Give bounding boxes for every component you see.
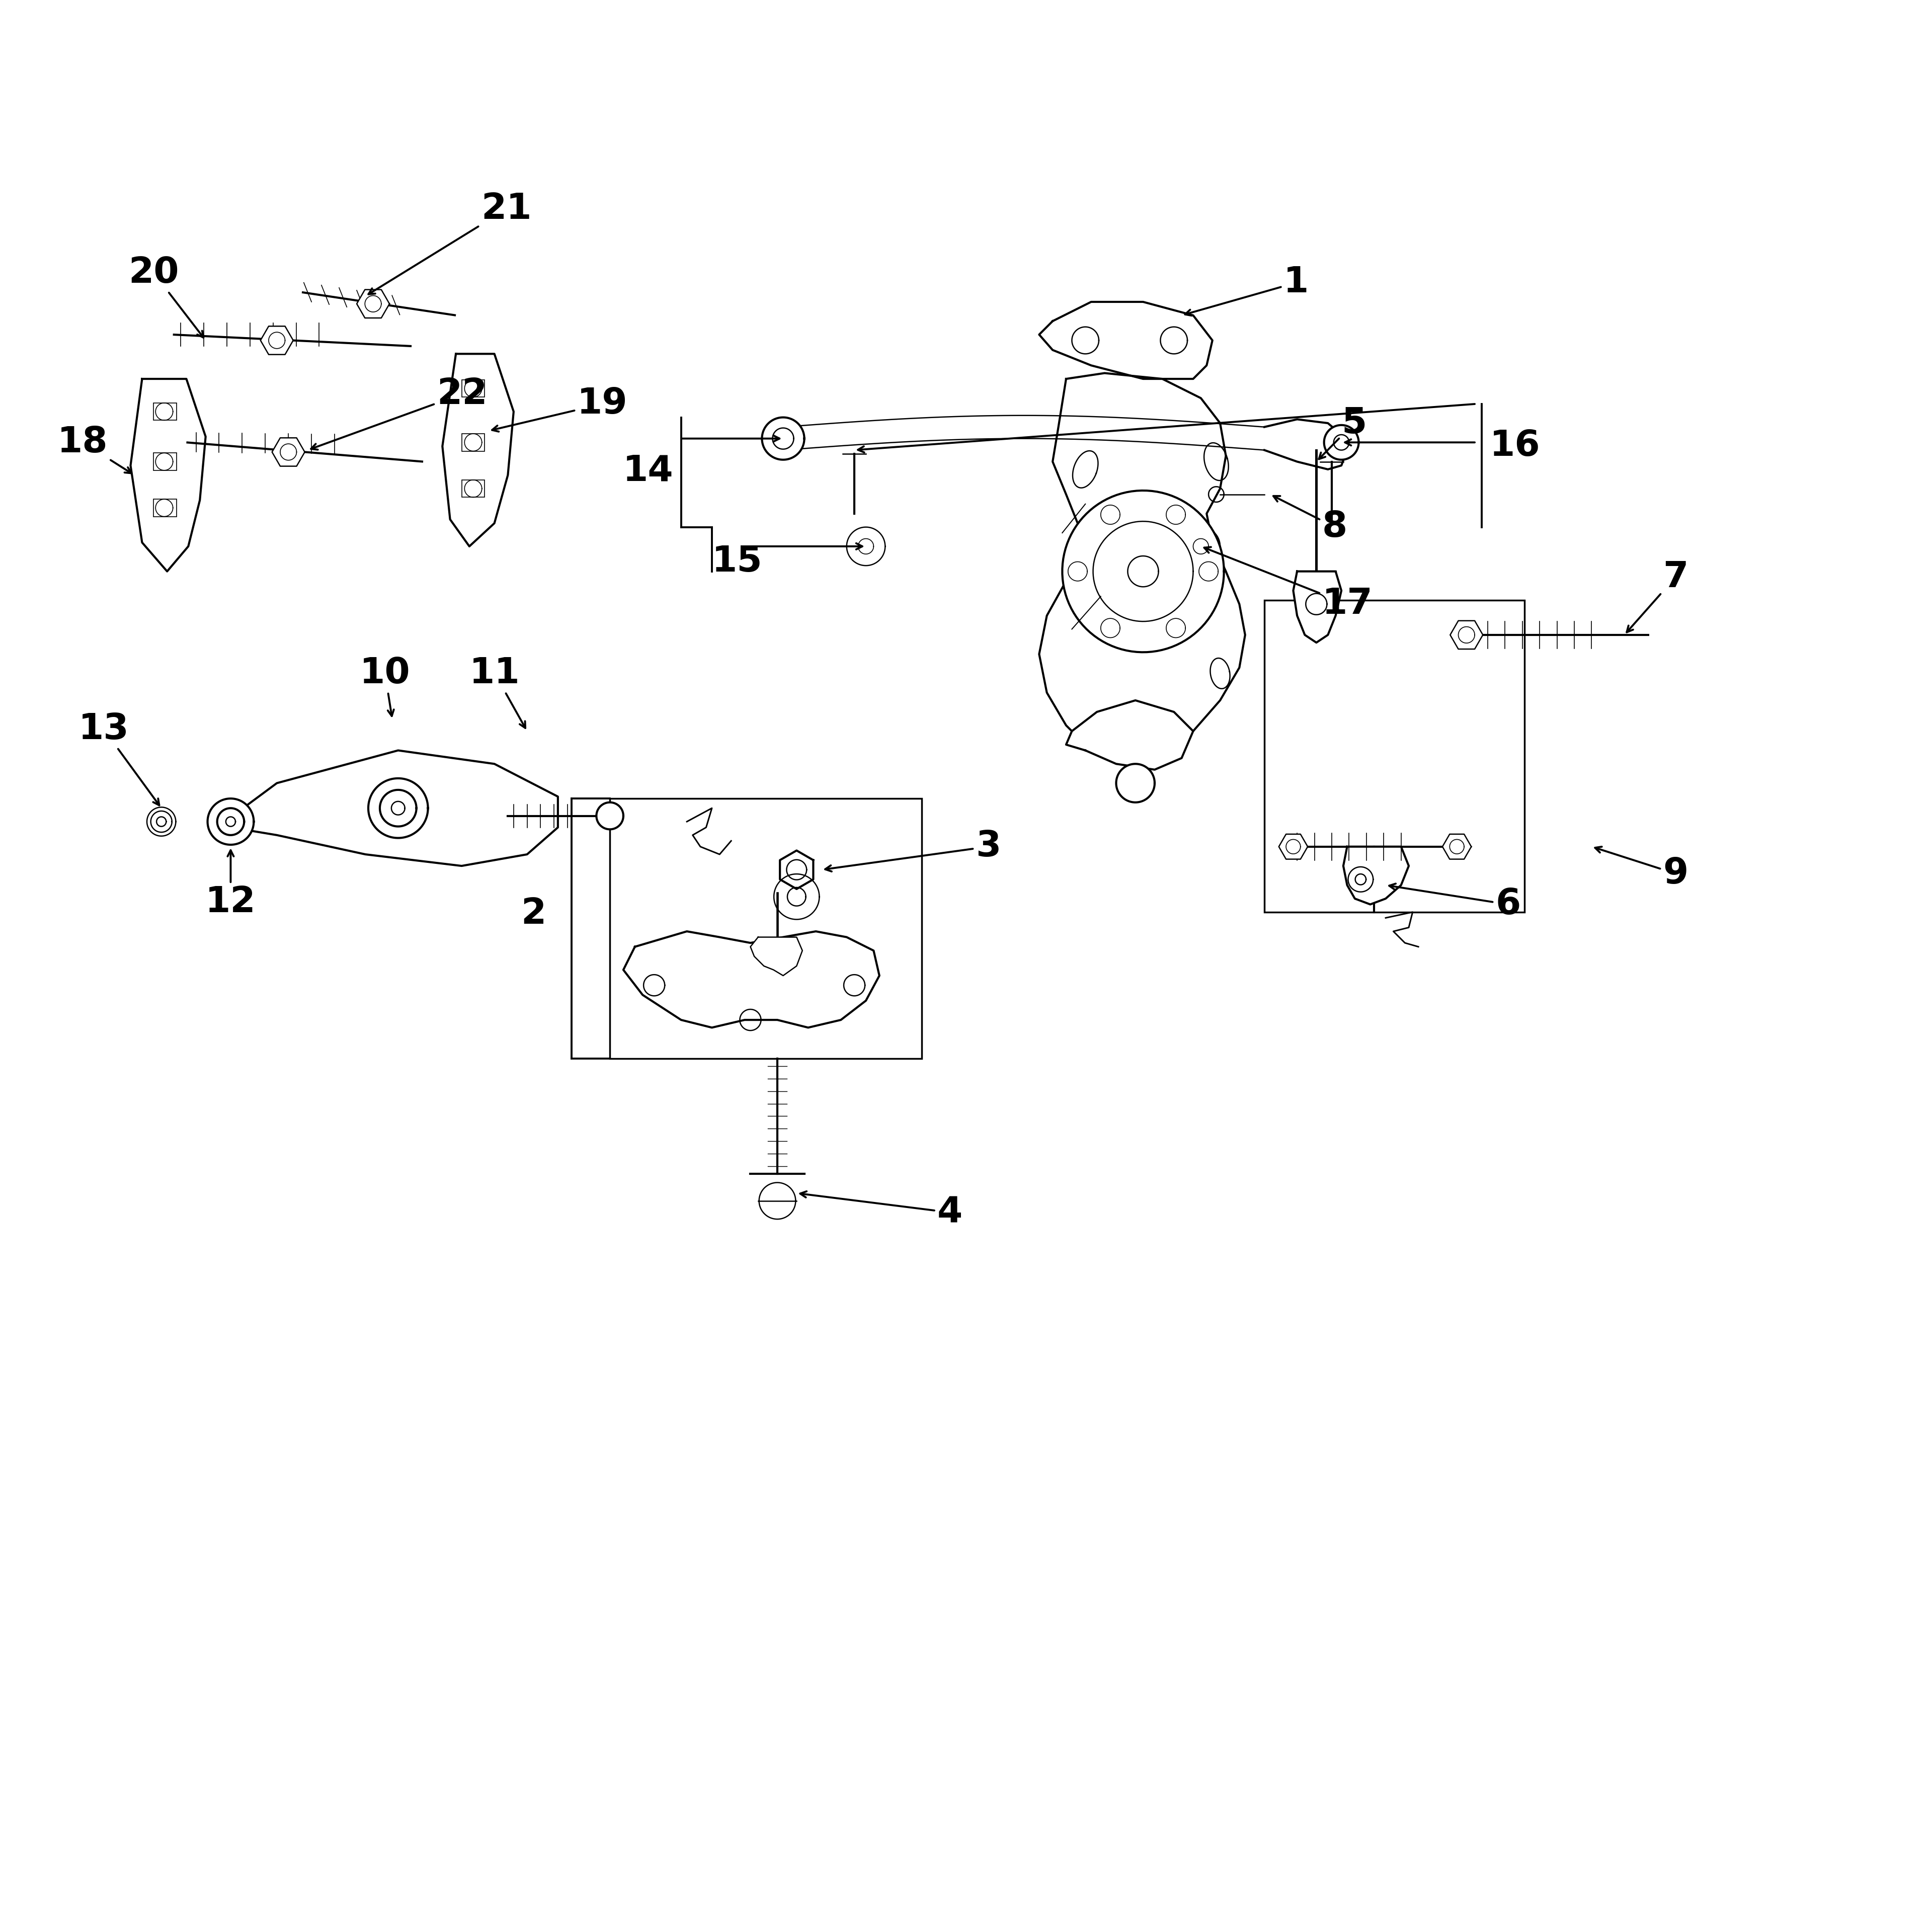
Text: 20: 20 bbox=[128, 255, 203, 338]
Text: 21: 21 bbox=[369, 191, 531, 294]
Bar bbox=[462, 435, 485, 450]
Polygon shape bbox=[1039, 301, 1213, 379]
Polygon shape bbox=[1182, 527, 1221, 566]
Polygon shape bbox=[1039, 373, 1244, 757]
Text: 8: 8 bbox=[1273, 497, 1347, 545]
Polygon shape bbox=[272, 439, 305, 466]
Polygon shape bbox=[846, 527, 885, 566]
Text: 13: 13 bbox=[79, 711, 158, 806]
Polygon shape bbox=[1066, 699, 1194, 769]
Polygon shape bbox=[1117, 763, 1155, 802]
Text: 22: 22 bbox=[311, 377, 487, 450]
Polygon shape bbox=[151, 811, 172, 833]
Text: 12: 12 bbox=[205, 850, 255, 920]
Text: 17: 17 bbox=[1204, 547, 1374, 622]
Text: 6: 6 bbox=[1389, 883, 1520, 922]
Polygon shape bbox=[261, 327, 294, 355]
Polygon shape bbox=[781, 850, 813, 889]
Polygon shape bbox=[1279, 835, 1308, 860]
Polygon shape bbox=[1063, 491, 1225, 653]
Polygon shape bbox=[750, 937, 802, 976]
Polygon shape bbox=[597, 802, 624, 829]
Polygon shape bbox=[775, 873, 819, 920]
Polygon shape bbox=[357, 290, 390, 319]
Text: 2: 2 bbox=[522, 896, 547, 931]
Polygon shape bbox=[1451, 620, 1484, 649]
Polygon shape bbox=[759, 1182, 796, 1219]
Polygon shape bbox=[224, 750, 558, 866]
Polygon shape bbox=[131, 379, 205, 572]
Text: 3: 3 bbox=[825, 829, 1001, 871]
Polygon shape bbox=[1349, 867, 1374, 893]
Text: 5: 5 bbox=[1320, 406, 1366, 460]
Text: 18: 18 bbox=[58, 425, 131, 473]
Text: 16: 16 bbox=[1490, 429, 1540, 464]
Text: 10: 10 bbox=[359, 657, 410, 717]
Polygon shape bbox=[369, 779, 429, 838]
Text: 7: 7 bbox=[1627, 560, 1689, 632]
Text: 15: 15 bbox=[711, 545, 763, 580]
Text: 1: 1 bbox=[1184, 265, 1310, 315]
Polygon shape bbox=[1343, 846, 1408, 904]
Polygon shape bbox=[442, 354, 514, 547]
Bar bbox=[462, 479, 485, 497]
Bar bbox=[155, 498, 176, 516]
Polygon shape bbox=[761, 417, 804, 460]
Polygon shape bbox=[1443, 835, 1472, 860]
Text: 9: 9 bbox=[1596, 846, 1689, 891]
Bar bbox=[155, 452, 176, 469]
Text: 4: 4 bbox=[800, 1192, 962, 1231]
Text: 19: 19 bbox=[493, 386, 628, 431]
Bar bbox=[1264, 601, 1524, 912]
Polygon shape bbox=[624, 931, 879, 1028]
Text: 14: 14 bbox=[622, 454, 674, 489]
Polygon shape bbox=[207, 798, 253, 844]
Polygon shape bbox=[1293, 572, 1341, 643]
Polygon shape bbox=[1264, 419, 1347, 469]
Text: 11: 11 bbox=[469, 657, 526, 728]
Polygon shape bbox=[1323, 425, 1358, 460]
Bar bbox=[155, 404, 176, 421]
Bar bbox=[462, 381, 485, 398]
Bar bbox=[611, 798, 922, 1059]
